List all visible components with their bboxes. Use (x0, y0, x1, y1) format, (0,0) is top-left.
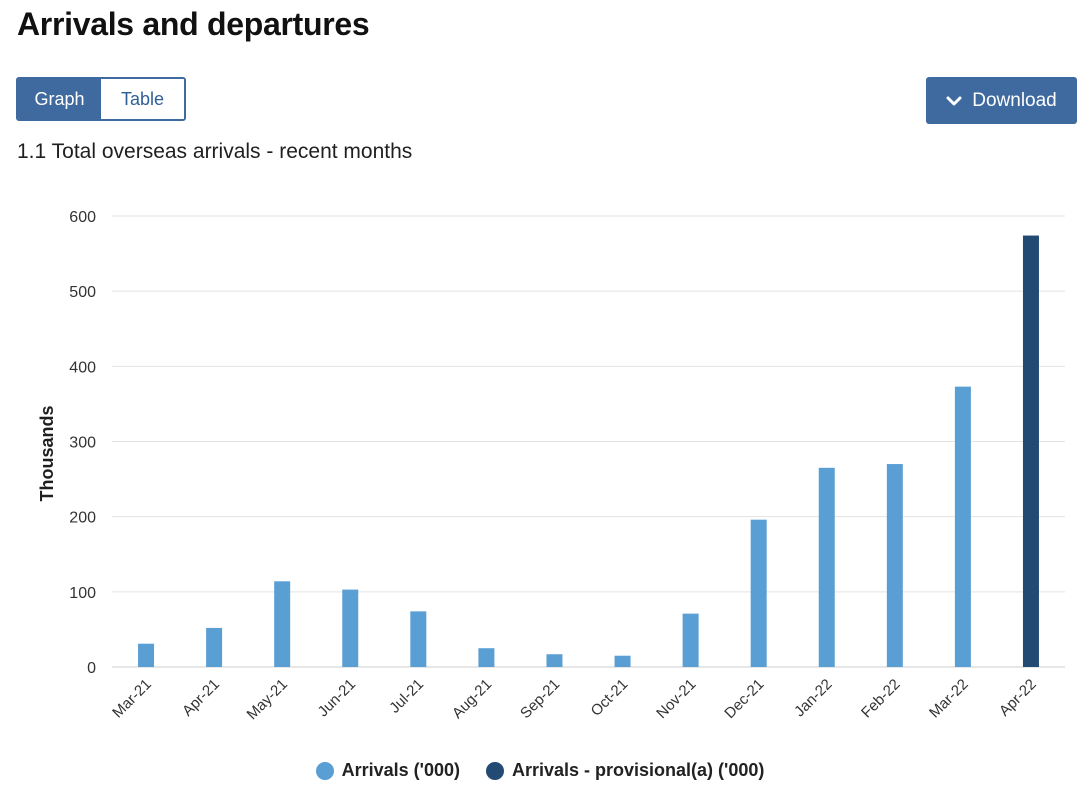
arrivals-bar (886, 464, 903, 667)
arrivals-bar (410, 611, 427, 667)
arrivals-bar (954, 386, 971, 667)
arrivals-bar (206, 627, 223, 667)
page-title: Arrivals and departures (17, 6, 370, 42)
x-tick-label: May-21 (244, 676, 291, 723)
x-tick-label: Oct-21 (588, 676, 632, 720)
chevron-down-icon (946, 95, 962, 107)
graph-tab[interactable]: Graph (18, 79, 101, 119)
x-tick-label: Feb-22 (858, 676, 904, 722)
legend-marker (315, 761, 334, 780)
x-tick-label: Sep-21 (517, 676, 563, 722)
x-tick-label: Jan-22 (791, 676, 835, 720)
view-toggle: Graph Table (16, 77, 186, 121)
y-tick-label: 0 (87, 660, 96, 677)
legend-item[interactable]: Arrivals ('000) (315, 760, 460, 781)
legend-label: Arrivals ('000) (341, 760, 460, 780)
x-tick-label: Jun-21 (315, 676, 359, 720)
y-tick-label: 500 (69, 284, 96, 301)
y-tick-label: 400 (69, 359, 96, 376)
x-tick-label: Nov-21 (653, 676, 699, 722)
arrivals-bar (818, 467, 835, 667)
arrivals-bar (750, 519, 767, 667)
legend-item[interactable]: Arrivals - provisional(a) ('000) (485, 760, 765, 781)
arrivals-bar (342, 589, 359, 667)
x-tick-label: Dec-21 (721, 676, 767, 722)
y-tick-label: 300 (69, 435, 96, 452)
x-tick-label: Mar-22 (926, 676, 972, 722)
x-tick-label: Mar-21 (109, 676, 155, 722)
chart-title: 1.1 Total overseas arrivals - recent mon… (17, 140, 413, 163)
arrivals-bar (274, 581, 291, 667)
bar-chart: 0 100 200 300 400 500 600 Thousands Mar-21 Apr-21… (37, 209, 1065, 723)
arrivals-bar (138, 643, 155, 667)
x-tick-label: Apr-22 (996, 676, 1040, 720)
y-axis-title: Thousands (37, 405, 57, 501)
download-label: Download (972, 89, 1057, 111)
y-tick-label: 600 (69, 209, 96, 226)
x-tick-label: Apr-21 (179, 676, 223, 720)
x-tick-label: Jul-21 (386, 676, 427, 717)
arrivals-bar (478, 648, 495, 667)
arrivals-bar (682, 613, 699, 667)
chart-legend: Arrivals ('000) Arrivals - provisional(a)… (0, 760, 1080, 781)
provisional-bar (1022, 235, 1039, 667)
x-tick-label: Aug-21 (449, 676, 495, 722)
arrivals-bar (546, 654, 563, 667)
y-tick-label: 100 (69, 585, 96, 602)
y-tick-label: 200 (69, 510, 96, 527)
arrivals-bar (614, 655, 631, 667)
legend-marker (485, 761, 504, 780)
table-tab[interactable]: Table (101, 79, 184, 119)
legend-label: Arrivals - provisional(a) ('000) (511, 760, 765, 780)
download-button[interactable]: Download (926, 77, 1077, 124)
